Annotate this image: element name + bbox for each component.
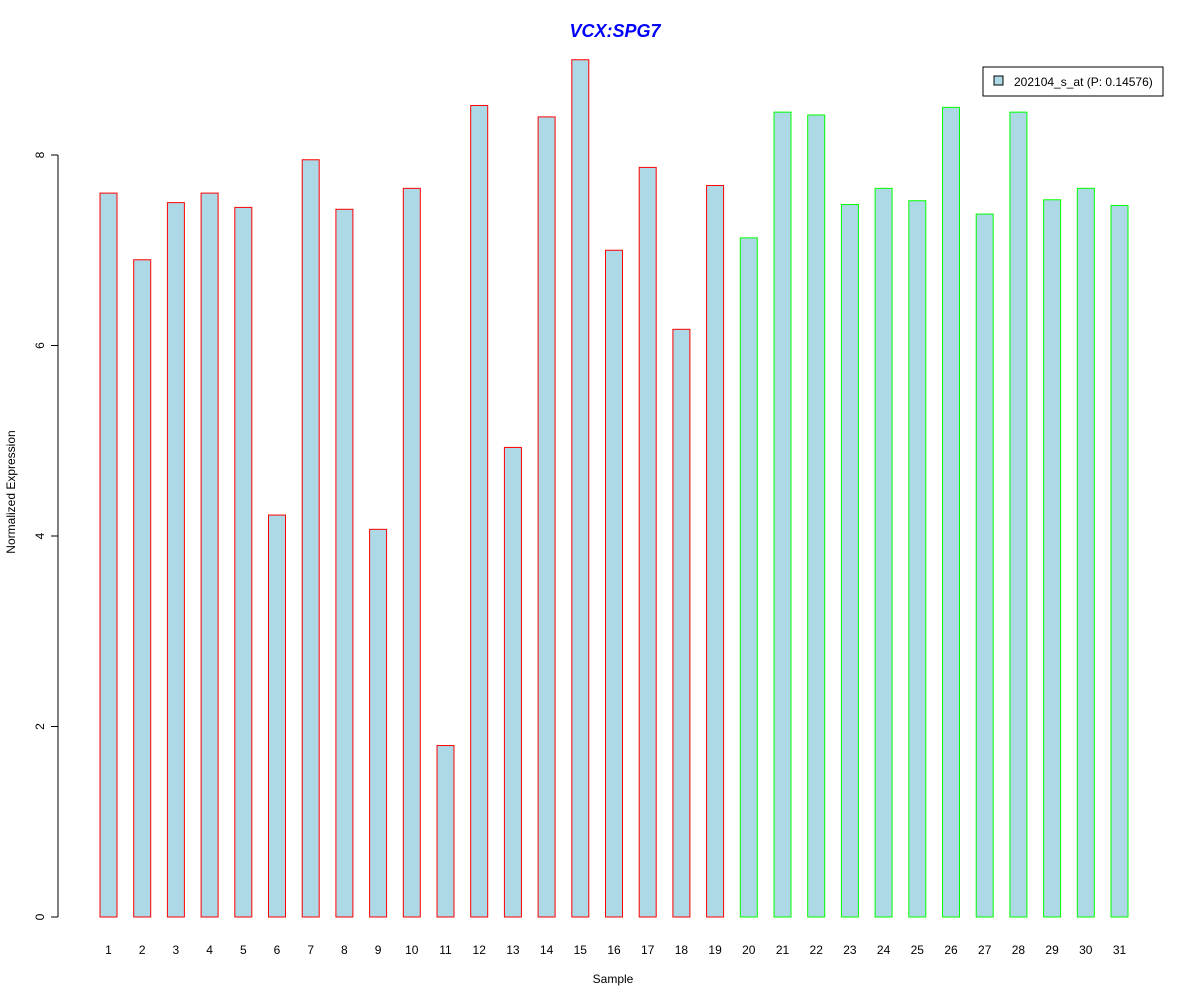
x-tick-label-18: 18: [675, 943, 689, 957]
bar-16: [605, 249, 623, 918]
x-tick-label-8: 8: [341, 943, 348, 957]
bar-9: [369, 528, 388, 918]
bar-13: [503, 446, 522, 918]
legend-box: [982, 66, 1164, 97]
x-tick-label-16: 16: [607, 943, 621, 957]
bar-2: [133, 259, 152, 918]
y-tick-label-2: 2: [33, 723, 47, 730]
bar-11: [436, 745, 455, 918]
x-tick-label-4: 4: [206, 943, 213, 957]
x-tick-label-22: 22: [810, 943, 824, 957]
x-axis: 1 2 3 4 5 6 7 8 9 10 11 12 13 14 15 16 17 18 19 20 21 22 23 24 2…: [105, 943, 1126, 957]
x-tick-label-2: 2: [139, 943, 146, 957]
x-tick-label-14: 14: [540, 943, 554, 957]
x-tick-label-29: 29: [1045, 943, 1059, 957]
y-axis: 0 2 4 6 8: [33, 151, 59, 920]
x-tick-label-9: 9: [375, 943, 382, 957]
bar-10: [402, 187, 421, 918]
bar-24: [874, 187, 893, 918]
bar-5: [234, 206, 253, 918]
bar-30: [1076, 187, 1095, 918]
y-tick-label-6: 6: [33, 342, 47, 349]
bar-31: [1110, 204, 1129, 918]
bar-15: [571, 59, 590, 918]
x-tick-label-19: 19: [708, 943, 722, 957]
bar-18: [672, 328, 691, 918]
bar-29: [1043, 199, 1062, 918]
bar-20: [739, 237, 758, 918]
x-tick-label-30: 30: [1079, 943, 1093, 957]
x-tick-label-27: 27: [978, 943, 992, 957]
x-tick-label-25: 25: [911, 943, 925, 957]
bar-17: [638, 166, 657, 918]
bar-27: [975, 213, 994, 918]
x-tick-label-1: 1: [105, 943, 112, 957]
bar-3: [166, 202, 185, 918]
x-tick-label-15: 15: [574, 943, 588, 957]
bars-group: [99, 59, 1129, 918]
x-tick-label-26: 26: [944, 943, 958, 957]
x-tick-label-5: 5: [240, 943, 247, 957]
bar-25: [908, 200, 927, 918]
bar-4: [200, 192, 219, 918]
x-tick-label-20: 20: [742, 943, 756, 957]
bar-14: [537, 116, 556, 918]
x-tick-label-28: 28: [1012, 943, 1026, 957]
x-tick-label-11: 11: [439, 943, 452, 957]
y-axis-label: Normalized Expression: [4, 430, 18, 553]
y-tick-label-0: 0: [33, 913, 47, 920]
bar-22: [807, 114, 826, 918]
legend-swatch: [993, 75, 1004, 86]
x-axis-label: Sample: [593, 972, 634, 986]
x-tick-label-7: 7: [307, 943, 314, 957]
bar-23: [840, 204, 859, 918]
bar-21: [773, 111, 792, 918]
x-tick-label-6: 6: [274, 943, 281, 957]
chart-title: VCX:SPG7: [569, 21, 661, 41]
x-tick-label-31: 31: [1113, 943, 1127, 957]
bar-1: [99, 192, 118, 918]
bar-6: [268, 514, 286, 918]
bar-8: [335, 208, 354, 918]
x-tick-label-12: 12: [473, 943, 487, 957]
x-tick-label-23: 23: [843, 943, 857, 957]
bar-28: [1009, 111, 1028, 918]
legend: 202104_s_at (P: 0.14576): [982, 66, 1164, 97]
x-tick-label-10: 10: [405, 943, 419, 957]
bar-7: [301, 159, 320, 918]
x-tick-label-17: 17: [641, 943, 655, 957]
x-tick-label-3: 3: [173, 943, 180, 957]
x-tick-label-21: 21: [776, 943, 790, 957]
bar-19: [706, 184, 725, 918]
bar-26: [942, 106, 960, 918]
x-tick-label-24: 24: [877, 943, 891, 957]
legend-label: 202104_s_at (P: 0.14576): [1014, 75, 1153, 89]
x-tick-label-13: 13: [506, 943, 520, 957]
y-tick-label-4: 4: [33, 532, 47, 539]
bar-12: [470, 104, 489, 918]
y-tick-label-8: 8: [33, 151, 47, 158]
